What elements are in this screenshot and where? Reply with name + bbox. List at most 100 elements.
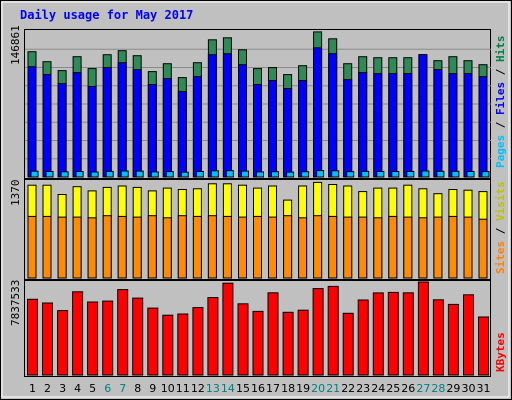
visitors-sites-bar: [448, 215, 458, 279]
traffic-files-bar: [463, 73, 473, 178]
traffic-files-bar: [117, 62, 127, 178]
visitors-sites-bar: [253, 215, 262, 279]
traffic-files-bar: [72, 72, 82, 178]
kbytes-kbytes-bar: [222, 282, 234, 376]
x-tick-label: 29: [446, 382, 460, 395]
visitors-sites-bar: [298, 217, 308, 279]
traffic-files-bar: [177, 91, 187, 178]
visitors-sites-bar: [162, 217, 172, 279]
traffic-pages-bar: [75, 171, 84, 178]
traffic-pages-bar: [331, 170, 340, 178]
traffic-pages-bar: [391, 171, 400, 178]
visitors-sites-bar: [478, 218, 488, 279]
legend-hits: Hits: [494, 36, 507, 63]
traffic-pages-bar: [316, 170, 325, 178]
x-tick-label: 25: [386, 382, 400, 395]
traffic-pages-bar: [45, 171, 54, 178]
traffic-pages-bar: [406, 171, 415, 178]
kbytes-kbytes-bar: [117, 289, 129, 376]
visitors-sites-bar: [192, 215, 202, 279]
x-tick-label: 20: [311, 382, 325, 395]
x-tick-label: 24: [371, 382, 385, 395]
kbytes-legend: KBytes: [494, 332, 507, 372]
visitors-sites-bar: [102, 215, 112, 279]
kbytes-kbytes-bar: [252, 310, 264, 376]
kbytes-kbytes-bar: [282, 311, 294, 376]
kbytes-kbytes-bar: [207, 297, 219, 376]
legend-kbytes: KBytes: [494, 332, 507, 372]
visitors-sites-bar: [403, 216, 413, 279]
traffic-files-bar: [343, 79, 353, 178]
chart-title: Daily usage for May 2017: [20, 8, 193, 22]
visitors-sites-bar: [418, 217, 428, 279]
traffic-pages-bar: [346, 171, 355, 178]
x-tick-label: 7: [119, 382, 126, 395]
kbytes-kbytes-bar: [312, 288, 324, 376]
traffic-pages-bar: [466, 171, 475, 178]
visitors-sites-bar: [313, 215, 323, 279]
x-tick-label: 15: [236, 382, 250, 395]
kbytes-kbytes-bar: [237, 303, 249, 376]
traffic-pages-bar: [241, 170, 249, 178]
traffic-files-bar: [132, 69, 142, 178]
x-tick-label: 8: [134, 382, 141, 395]
x-axis-labels: 1 2 3 4 5 6 7 8 9 10 11 12 13 14 15 16 17 18 19 20 21 22 23 24 2…: [29, 382, 491, 395]
x-tick-label: 14: [221, 382, 235, 395]
x-tick-label: 22: [341, 382, 355, 395]
traffic-pages-bar: [210, 170, 219, 178]
traffic-ymax-label: 146861: [9, 25, 22, 65]
visitors-sites-bar: [117, 215, 127, 279]
x-tick-label: 27: [416, 382, 430, 395]
visitors-ymax-label: 1370: [9, 180, 22, 207]
visitors-sites-bar: [87, 217, 97, 279]
x-tick-label: 1: [29, 382, 36, 395]
kbytes-kbytes-bar: [267, 292, 279, 376]
kbytes-kbytes-bar: [402, 292, 414, 376]
visitors-sites-bar: [132, 216, 142, 279]
legend-visits: Visits: [494, 181, 507, 221]
visitors-sites-bar: [268, 216, 277, 279]
traffic-files-bar: [192, 76, 202, 178]
x-tick-label: 5: [89, 382, 96, 395]
traffic-pages-bar: [135, 170, 144, 178]
traffic-files-bar: [373, 73, 383, 178]
visitors-sites-bar: [343, 216, 353, 279]
visitors-sites-bar: [222, 215, 232, 279]
kbytes-kbytes-bar: [357, 299, 369, 376]
kbytes-kbytes-bar: [102, 300, 114, 376]
x-tick-label: 31: [477, 382, 491, 395]
traffic-files-bar: [147, 84, 157, 178]
visitors-sites-bar: [57, 216, 67, 279]
chart-marks: [25, 31, 491, 376]
visitors-sites-bar: [328, 215, 338, 279]
x-tick-label: 19: [296, 382, 310, 395]
legend-pages: Pages: [494, 135, 507, 168]
traffic-files-bar: [478, 76, 488, 178]
traffic-files-bar: [448, 73, 458, 178]
traffic-pages-bar: [451, 170, 460, 178]
visitors-sites-bar: [72, 216, 82, 279]
legend-files: Files: [494, 82, 507, 115]
visitors-sites-bar: [177, 215, 187, 279]
x-tick-label: 9: [149, 382, 156, 395]
x-tick-label: 12: [191, 382, 205, 395]
traffic-pages-bar: [271, 171, 279, 178]
traffic-files-bar: [42, 74, 52, 178]
kbytes-kbytes-bar: [432, 299, 444, 376]
visitors-sites-bar: [463, 216, 473, 279]
legend-sites: Sites: [494, 241, 507, 274]
legend-separator-3: /: [494, 221, 507, 241]
traffic-files-bar: [418, 54, 428, 178]
traffic-pages-bar: [195, 171, 204, 178]
kbytes-kbytes-bar: [478, 316, 489, 376]
x-tick-label: 2: [44, 382, 51, 395]
traffic-pages-bar: [301, 171, 310, 178]
traffic-files-bar: [388, 73, 398, 178]
legend-separator-1: /: [494, 115, 507, 135]
x-tick-label: 3: [59, 382, 66, 395]
x-tick-label: 26: [401, 382, 415, 395]
kbytes-kbytes-bar: [463, 294, 474, 376]
kbytes-kbytes-bar: [42, 302, 53, 376]
traffic-files-bar: [298, 80, 308, 178]
kbytes-kbytes-bar: [57, 310, 69, 376]
